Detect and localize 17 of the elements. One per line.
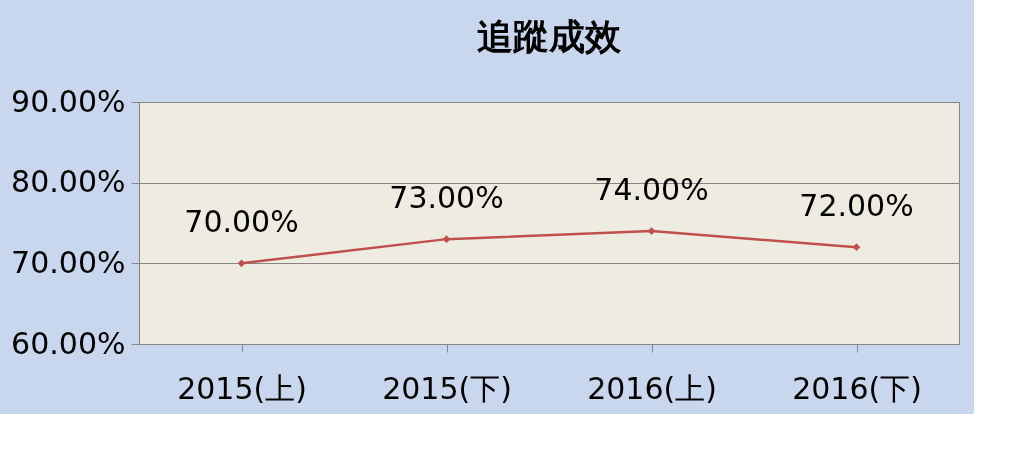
x-tick-label: 2016(上) [587,370,717,406]
x-tick-label: 2015(下) [382,370,512,406]
point [442,235,451,244]
x-tick-label: 2016(下) [792,370,922,406]
point [237,259,246,268]
y-tick-label: 80.00% [11,164,126,200]
y-tick-label: 60.00% [11,325,126,361]
chart-title: 追蹤成效 [477,16,622,57]
y-tick-label: 90.00% [11,83,126,119]
point [852,243,861,252]
data-label: 73.00% [389,180,504,216]
data-label: 72.00% [799,188,914,224]
x-tick-label: 2015(上) [177,370,307,406]
data-label: 74.00% [594,172,709,208]
y-tick-label: 70.00% [11,244,126,280]
point [647,227,656,235]
data-label: 70.00% [184,204,299,240]
